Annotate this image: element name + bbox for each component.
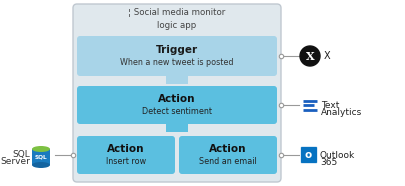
Text: Text: Text	[321, 101, 339, 110]
Text: Action: Action	[107, 144, 145, 154]
Text: ¦ Social media monitor
logic app: ¦ Social media monitor logic app	[128, 8, 226, 30]
FancyBboxPatch shape	[77, 36, 277, 76]
Text: Action: Action	[158, 94, 196, 104]
Text: Outlook: Outlook	[320, 151, 355, 160]
Text: Action: Action	[209, 144, 247, 154]
Bar	[32, 149, 50, 165]
Bar	[166, 122, 188, 132]
Text: 365: 365	[320, 158, 337, 167]
Text: Server: Server	[0, 157, 30, 166]
Ellipse shape	[32, 146, 50, 152]
Text: Detect sentiment: Detect sentiment	[142, 107, 212, 116]
Ellipse shape	[32, 162, 50, 168]
Text: When a new tweet is posted: When a new tweet is posted	[120, 58, 234, 67]
Circle shape	[300, 46, 320, 66]
Text: Send an email: Send an email	[199, 157, 257, 166]
Text: Analytics: Analytics	[321, 108, 362, 117]
FancyBboxPatch shape	[77, 86, 277, 124]
Text: X: X	[324, 51, 330, 61]
Text: Trigger: Trigger	[156, 45, 198, 55]
Text: Insert row: Insert row	[106, 157, 146, 166]
Text: X: X	[306, 51, 314, 62]
FancyBboxPatch shape	[179, 136, 277, 174]
Text: SQL: SQL	[12, 150, 30, 159]
Bar	[166, 74, 188, 84]
FancyBboxPatch shape	[301, 147, 318, 163]
Text: SQL: SQL	[35, 155, 47, 160]
FancyBboxPatch shape	[73, 4, 281, 182]
Text: o: o	[305, 150, 311, 161]
FancyBboxPatch shape	[77, 136, 175, 174]
